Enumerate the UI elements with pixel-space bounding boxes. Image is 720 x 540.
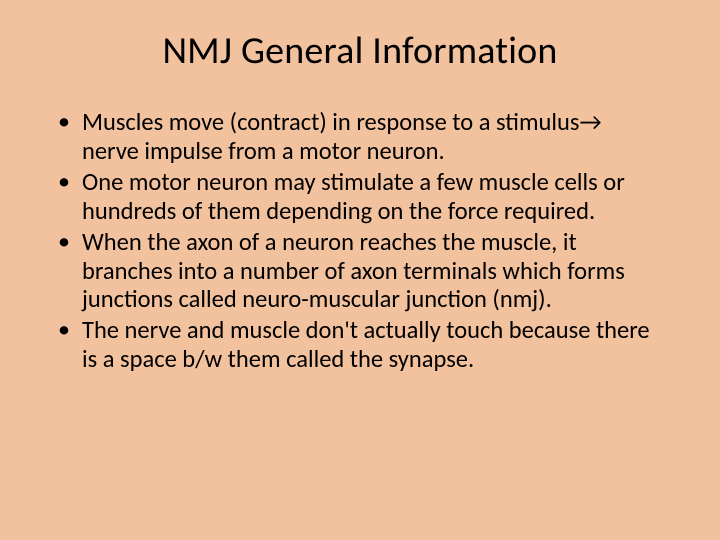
slide-title: NMJ General Information: [56, 28, 664, 74]
list-item: The nerve and muscle don't actually touc…: [56, 316, 664, 374]
list-item: Muscles move (contract) in response to a…: [56, 108, 664, 166]
bullet-list: Muscles move (contract) in response to a…: [56, 108, 664, 374]
list-item: One motor neuron may stimulate a few mus…: [56, 168, 664, 226]
list-item: When the axon of a neuron reaches the mu…: [56, 228, 664, 315]
slide: NMJ General Information Muscles move (co…: [0, 0, 720, 540]
